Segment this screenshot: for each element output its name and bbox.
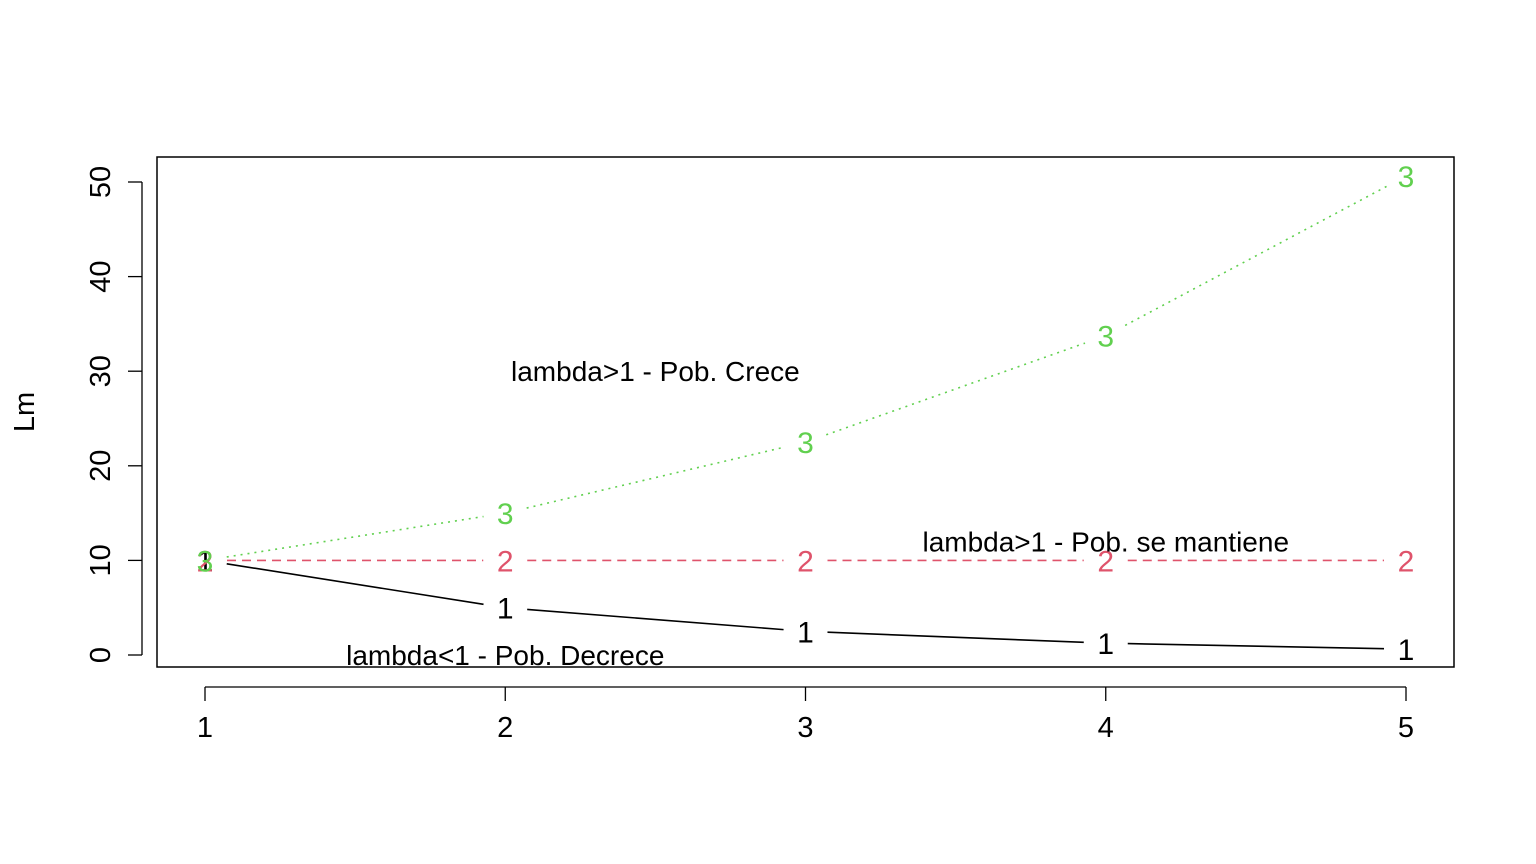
x-tick-label: 1 [197, 712, 213, 744]
series-lines [226, 185, 1387, 650]
series-1-point: 1 [497, 593, 514, 626]
series-1-point: 1 [1097, 628, 1114, 661]
x-tick-label: 4 [1098, 712, 1114, 744]
y-tick-label: 10 [85, 544, 117, 576]
x-tick-label: 5 [1398, 712, 1414, 744]
series-1-segment [226, 563, 484, 606]
series-1-point: 1 [1398, 634, 1415, 667]
annotation-label: lambda>1 - Pob. Crece [511, 356, 800, 387]
y-tick-label: 40 [85, 260, 117, 292]
y-axis: 0 10 20 30 40 50 [85, 166, 143, 663]
series-1-segment [1127, 642, 1385, 650]
series-3-point: 3 [197, 545, 214, 578]
series-3-point: 3 [497, 498, 514, 531]
series-1-point: 1 [197, 545, 214, 578]
annotations: lambda>1 - Pob. Crece lambda>1 - Pob. se … [346, 356, 1289, 671]
series-3-point: 3 [797, 427, 814, 460]
y-tick-label: 30 [85, 355, 117, 387]
x-tick-label: 3 [797, 712, 813, 744]
plot-frame [156, 156, 1455, 668]
x-axis: 1 2 3 4 5 [197, 686, 1414, 744]
series-3-point: 3 [1398, 161, 1415, 194]
series-3-point: 3 [1097, 321, 1114, 354]
y-axis-label: Lm [9, 392, 41, 432]
series-3-segment [1124, 185, 1387, 327]
series-2-point: 2 [1097, 545, 1114, 578]
x-tick-label: 2 [497, 712, 513, 744]
series-2-point: 2 [197, 545, 214, 578]
annotation-label: lambda<1 - Pob. Decrece [346, 640, 664, 671]
series-3-segment [825, 342, 1086, 436]
y-tick-label: 50 [85, 166, 117, 198]
series-3-segment [226, 515, 484, 558]
series-1-segment [527, 608, 784, 631]
series-1-point: 1 [797, 616, 814, 649]
annotation-label: lambda>1 - Pob. se mantiene [922, 526, 1289, 557]
series-2-point: 2 [797, 545, 814, 578]
series-3-segment [526, 446, 785, 509]
series-2-point: 2 [497, 545, 514, 578]
y-tick-label: 20 [85, 450, 117, 482]
series-1-segment [827, 631, 1084, 644]
y-tick-label: 0 [85, 647, 117, 663]
series-2-point: 2 [1398, 545, 1415, 578]
